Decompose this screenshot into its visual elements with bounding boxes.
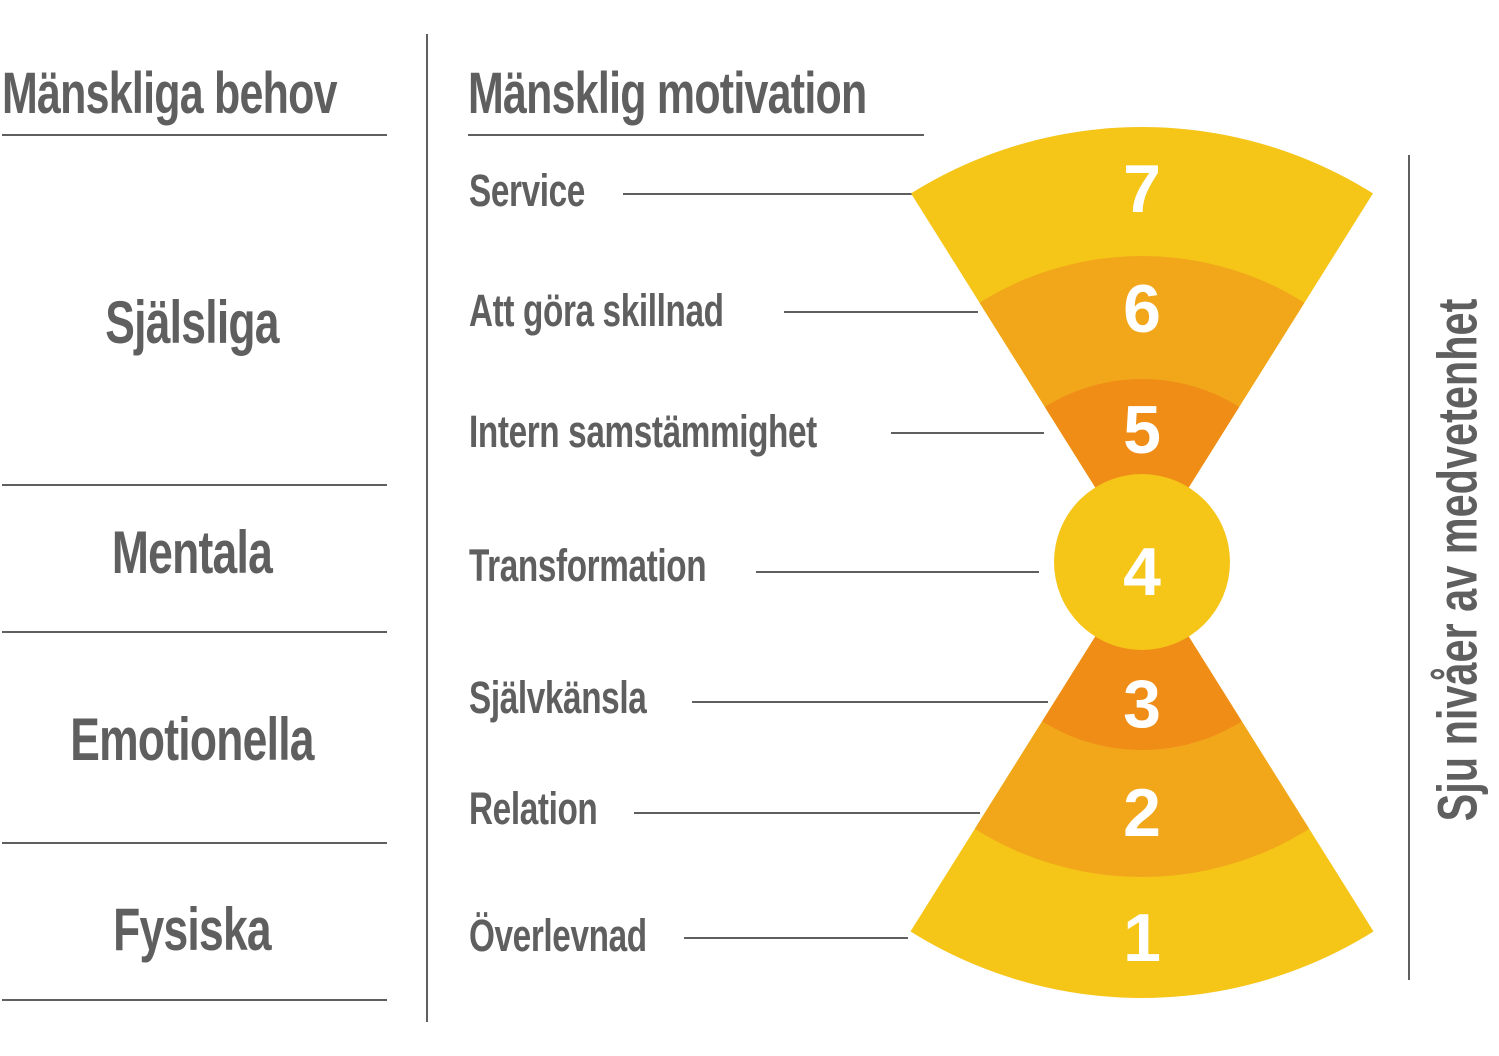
level-1-label: Överlevnad bbox=[469, 910, 647, 961]
level-4-number: 4 bbox=[1123, 534, 1161, 610]
level-1-leader bbox=[684, 937, 908, 939]
level-2-leader bbox=[634, 812, 980, 814]
needs-header-underline bbox=[2, 134, 387, 136]
column-separator bbox=[426, 34, 428, 1022]
level-7-number: 7 bbox=[1123, 151, 1161, 227]
level-1-number: 1 bbox=[1123, 900, 1161, 976]
level-4-label: Transformation bbox=[469, 540, 707, 591]
level-3-number: 3 bbox=[1123, 666, 1161, 742]
needs-category-emotional: Emotionella bbox=[70, 706, 314, 773]
needs-category-mental: Mentala bbox=[111, 519, 273, 586]
needs-divider-2 bbox=[2, 631, 387, 633]
level-5-number: 5 bbox=[1123, 392, 1161, 468]
side-label: Sju nivåer av medvetenhet bbox=[1425, 298, 1489, 822]
needs-divider-3 bbox=[2, 842, 387, 844]
level-6-label: Att göra skillnad bbox=[469, 285, 724, 336]
level-6-number: 6 bbox=[1123, 271, 1161, 347]
motivation-header-underline bbox=[468, 134, 924, 136]
needs-divider-4 bbox=[2, 999, 387, 1001]
level-2-number: 2 bbox=[1123, 775, 1161, 851]
level-6-leader bbox=[784, 311, 978, 313]
level-3-label: Självkänsla bbox=[469, 672, 647, 723]
level-4-leader bbox=[756, 571, 1039, 573]
needs-category-spiritual: Själsliga bbox=[105, 289, 279, 356]
level-5-leader bbox=[891, 432, 1044, 434]
side-label-rule bbox=[1408, 155, 1410, 980]
needs-category-physical: Fysiska bbox=[113, 896, 271, 963]
level-3-leader bbox=[692, 701, 1048, 703]
level-4-circle bbox=[1054, 474, 1230, 650]
level-2-label: Relation bbox=[469, 783, 598, 834]
motivation-header: Mänsklig motivation bbox=[468, 61, 867, 126]
needs-header: Mänskliga behov bbox=[2, 61, 337, 126]
needs-divider-1 bbox=[2, 484, 387, 486]
level-7-leader bbox=[623, 193, 913, 195]
level-7-label: Service bbox=[469, 165, 585, 216]
level-5-label: Intern samstämmighet bbox=[469, 406, 817, 457]
